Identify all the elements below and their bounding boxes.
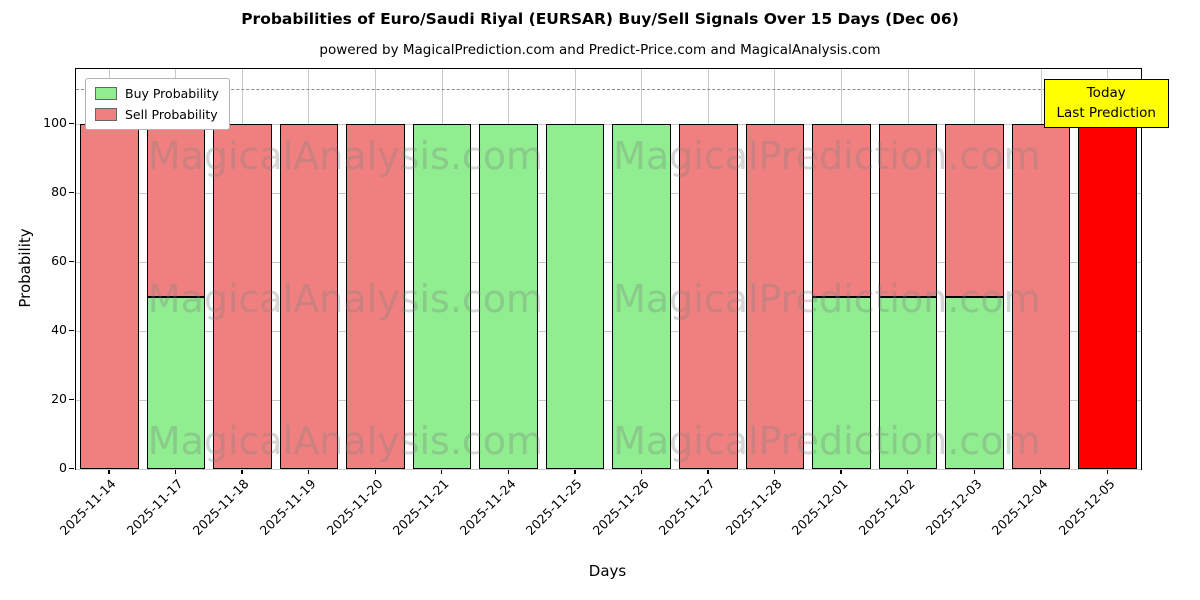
x-tick-mark bbox=[241, 469, 243, 474]
y-tick-mark bbox=[69, 330, 74, 332]
bar-buy-segment bbox=[412, 124, 472, 469]
bar-sell-segment bbox=[79, 124, 139, 469]
buy-probability-swatch bbox=[95, 87, 117, 100]
x-tick-mark bbox=[840, 469, 842, 474]
y-gridline bbox=[76, 468, 1141, 470]
x-tick-mark bbox=[773, 469, 776, 474]
upper-dashed-line bbox=[76, 88, 1141, 90]
x-tick-mark bbox=[907, 469, 909, 474]
y-gridline bbox=[76, 192, 1141, 194]
bar-buy-segment bbox=[146, 296, 206, 469]
x-tick-mark bbox=[1040, 469, 1042, 474]
x-axis-label: Days bbox=[588, 562, 627, 580]
x-tick-mark bbox=[307, 469, 310, 474]
chart-title: Probabilities of Euro/Saudi Riyal (EURSA… bbox=[241, 10, 959, 28]
y-gridline bbox=[76, 399, 1141, 401]
legend-item-buy: Buy Probability bbox=[95, 86, 219, 101]
bar-sell-segment bbox=[146, 124, 206, 297]
bar-buy-segment bbox=[945, 296, 1004, 469]
y-tick-mark bbox=[69, 399, 74, 401]
x-tick-mark bbox=[574, 469, 576, 474]
sell-probability-swatch bbox=[95, 108, 117, 121]
y-tick-label: 60 bbox=[51, 253, 67, 269]
y-tick-mark bbox=[69, 123, 74, 125]
annotation-line-1: Today bbox=[1086, 85, 1126, 101]
y-tick-mark bbox=[69, 192, 74, 194]
bar-sell-segment bbox=[745, 124, 805, 469]
bar-sell-segment bbox=[945, 124, 1004, 297]
bar-sell-segment bbox=[1011, 124, 1071, 469]
y-tick-mark bbox=[69, 468, 74, 470]
bar-buy-segment bbox=[812, 296, 871, 469]
bar-sell-segment bbox=[1078, 124, 1137, 469]
legend: Buy Probability Sell Probability bbox=[85, 78, 230, 130]
x-tick-mark bbox=[507, 469, 509, 474]
x-tick-mark bbox=[174, 469, 177, 474]
x-tick-mark bbox=[973, 469, 975, 474]
bar-buy-segment bbox=[479, 124, 538, 469]
y-gridline bbox=[76, 261, 1141, 263]
annotation-line-2: Last Prediction bbox=[1056, 105, 1156, 122]
y-tick-label: 0 bbox=[59, 460, 67, 475]
today-annotation: Today Last Prediction bbox=[1043, 79, 1169, 128]
legend-label-sell: Sell Probability bbox=[125, 107, 218, 122]
bar-buy-segment bbox=[612, 124, 672, 469]
chart-subtitle: powered by MagicalPrediction.com and Pre… bbox=[319, 42, 881, 58]
x-tick-mark bbox=[441, 469, 443, 474]
legend-item-sell: Sell Probability bbox=[95, 107, 219, 122]
bar-sell-segment bbox=[213, 124, 272, 469]
bar-sell-segment bbox=[279, 124, 339, 469]
bar-sell-segment bbox=[878, 124, 938, 297]
y-tick-label: 40 bbox=[51, 322, 67, 338]
y-tick-label: 80 bbox=[51, 184, 67, 200]
x-tick-mark bbox=[374, 469, 376, 474]
y-tick-label: 100 bbox=[43, 115, 67, 131]
legend-label-buy: Buy Probability bbox=[125, 86, 219, 101]
x-tick-mark bbox=[640, 469, 643, 474]
bar-sell-segment bbox=[679, 124, 738, 469]
x-tick-mark bbox=[707, 469, 709, 474]
bar-sell-segment bbox=[812, 124, 871, 297]
x-tick-mark bbox=[1106, 469, 1109, 474]
x-tick-mark bbox=[108, 469, 110, 474]
y-tick-label: 20 bbox=[51, 391, 67, 407]
bar-sell-segment bbox=[346, 124, 405, 469]
bar-buy-segment bbox=[545, 124, 605, 469]
y-tick-mark bbox=[69, 261, 74, 263]
y-gridline bbox=[76, 330, 1141, 332]
bar-buy-segment bbox=[878, 296, 938, 469]
y-gridline bbox=[76, 123, 1141, 125]
plot-area: Buy Probability Sell Probability Today L… bbox=[75, 68, 1169, 470]
